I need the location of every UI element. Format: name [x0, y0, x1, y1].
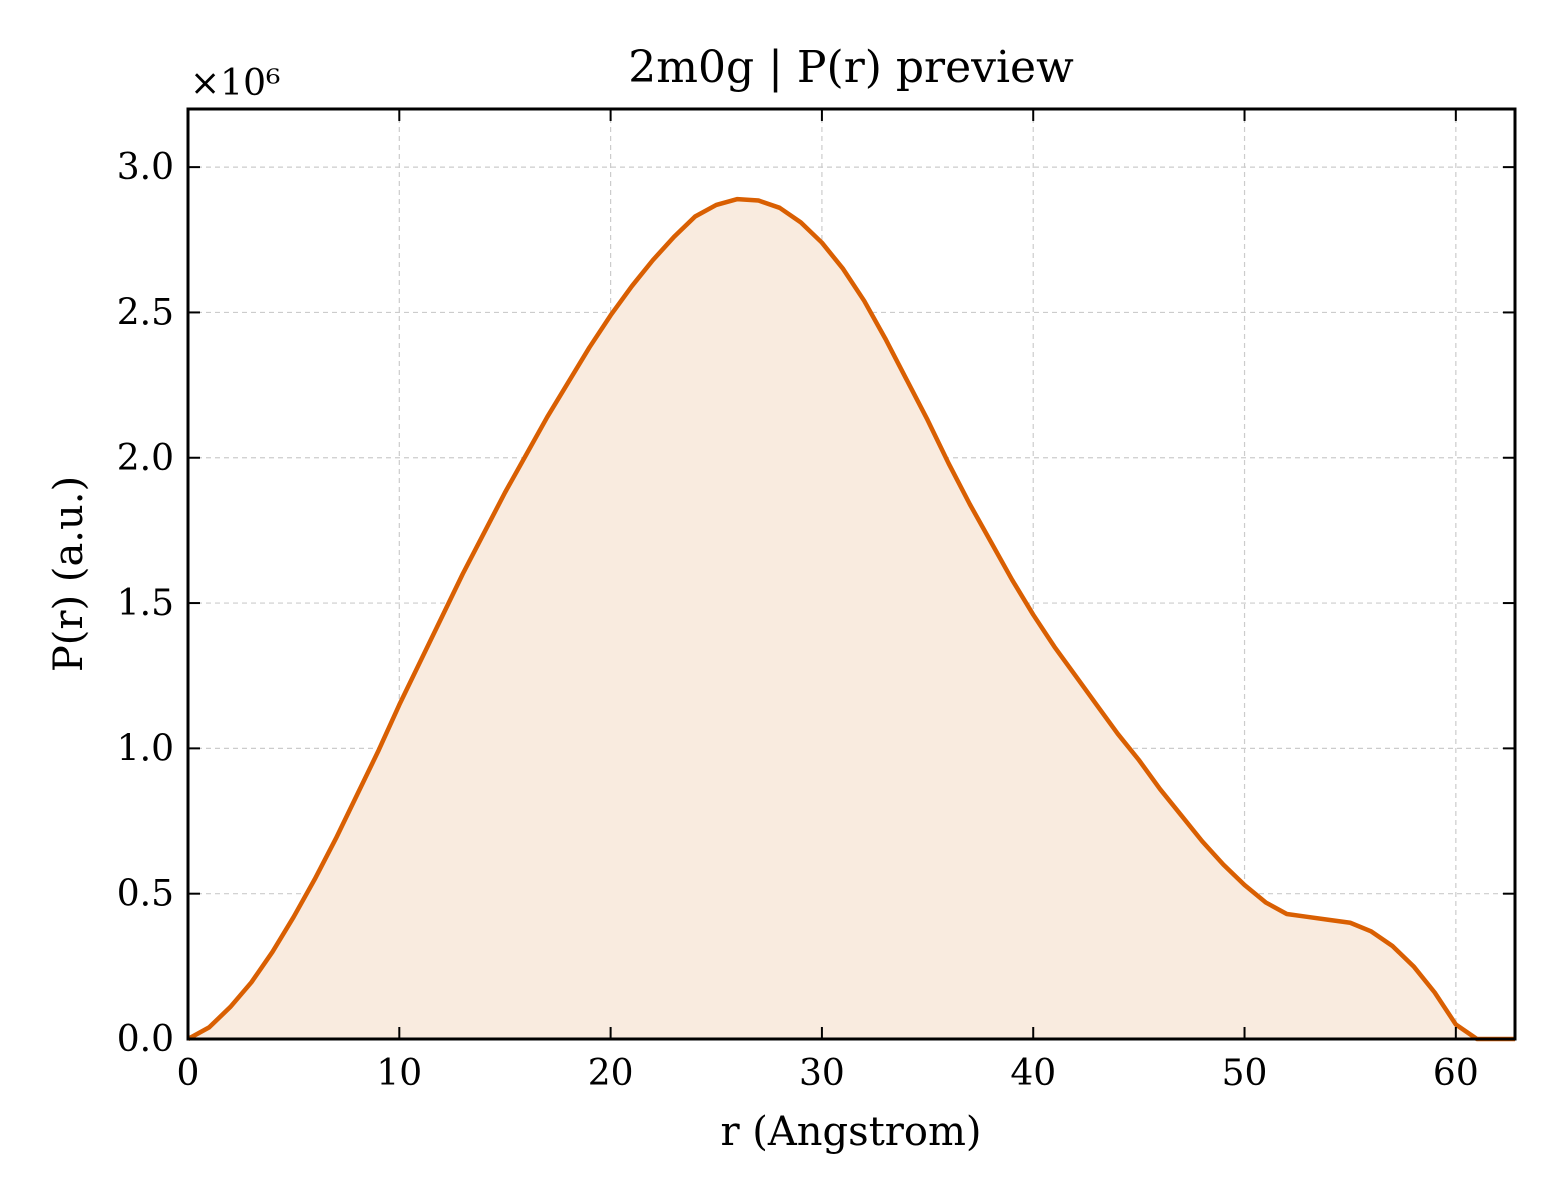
y-tick-label: 1.5	[117, 583, 174, 624]
series-line	[186, 196, 1515, 1042]
y-tick-label: 0.5	[117, 874, 174, 915]
y-axis-label: P(r) (a.u.)	[46, 476, 92, 672]
x-tick-label: 0	[177, 1053, 200, 1094]
y-axis-multiplier: ×10⁶	[190, 63, 280, 104]
y-tick-label: 2.5	[117, 292, 174, 333]
x-tick-label: 60	[1433, 1053, 1479, 1094]
x-tick-label: 20	[588, 1053, 634, 1094]
area-fill	[188, 199, 1515, 1040]
y-tick-label: 1.0	[117, 728, 174, 769]
y-tick-label: 0.0	[117, 1019, 174, 1060]
x-tick-label: 30	[799, 1053, 845, 1094]
chart-title: 2m0g | P(r) preview	[628, 42, 1074, 93]
y-tick-label: 3.0	[117, 147, 174, 188]
x-tick-label: 50	[1222, 1053, 1268, 1094]
y-tick-label: 2.0	[117, 438, 174, 479]
x-axis-label: r (Angstrom)	[720, 1109, 981, 1155]
x-tick-label: 40	[1010, 1053, 1056, 1094]
y-axis-ticks: 0.0 0.5 1.0 1.5 2.0 2.5 3.0	[117, 147, 1515, 1060]
plot-frame	[186, 107, 1517, 1041]
x-axis-ticks: 0 10 20 30 40 50 60	[177, 109, 1479, 1094]
x-tick-label: 10	[376, 1053, 422, 1094]
